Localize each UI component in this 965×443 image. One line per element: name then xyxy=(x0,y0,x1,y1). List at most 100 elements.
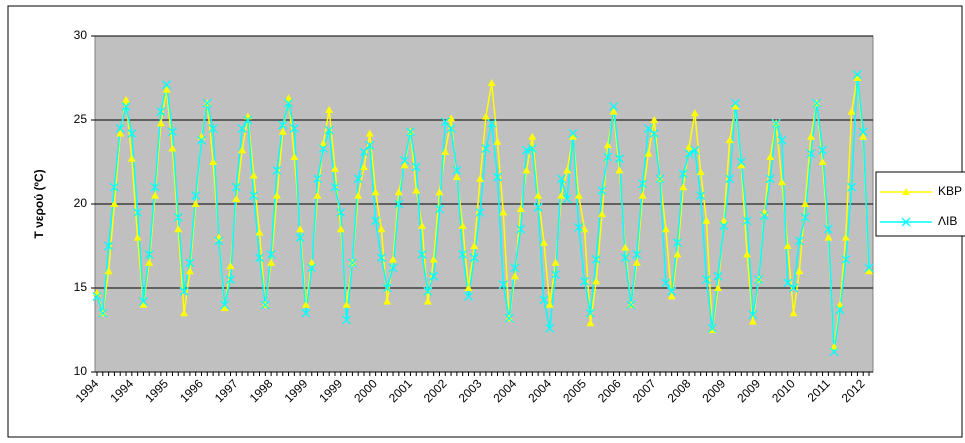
point-marker xyxy=(133,207,143,217)
point-marker xyxy=(615,166,624,174)
point-marker xyxy=(632,249,642,259)
point-marker xyxy=(766,152,775,160)
point-marker xyxy=(719,216,728,224)
point-marker xyxy=(121,102,131,112)
point-marker xyxy=(354,191,363,199)
point-marker xyxy=(586,319,595,327)
point-marker xyxy=(389,255,398,263)
point-marker xyxy=(238,146,247,154)
point-marker xyxy=(585,308,595,318)
point-marker xyxy=(557,191,566,199)
point-marker xyxy=(864,263,874,273)
point-marker xyxy=(783,242,792,249)
point-marker xyxy=(534,191,543,199)
point-marker xyxy=(353,174,363,184)
point-marker xyxy=(109,182,119,192)
point-marker xyxy=(754,275,764,285)
point-marker xyxy=(853,74,862,81)
point-marker xyxy=(696,168,705,176)
point-marker xyxy=(237,123,247,133)
point-marker xyxy=(504,313,514,323)
point-marker xyxy=(377,225,386,233)
point-marker xyxy=(493,137,502,145)
point-marker xyxy=(464,291,473,301)
point-marker xyxy=(794,236,804,246)
point-marker xyxy=(226,262,235,270)
point-marker xyxy=(760,211,769,221)
point-marker xyxy=(145,258,154,266)
point-marker xyxy=(516,205,525,213)
point-marker xyxy=(737,161,746,169)
point-marker xyxy=(388,263,398,273)
point-marker xyxy=(736,157,746,167)
point-marker xyxy=(179,286,189,296)
point-marker xyxy=(435,188,444,196)
point-marker xyxy=(649,128,659,138)
point-marker xyxy=(824,233,833,241)
point-marker xyxy=(470,242,479,249)
point-marker xyxy=(347,258,357,268)
point-marker xyxy=(522,145,531,155)
point-marker xyxy=(603,141,612,149)
point-marker xyxy=(719,221,729,231)
point-marker xyxy=(394,199,404,209)
point-marker xyxy=(330,164,339,172)
point-marker xyxy=(632,258,641,266)
point-marker xyxy=(417,249,427,259)
point-marker xyxy=(487,79,496,87)
point-marker xyxy=(319,139,328,147)
point-marker xyxy=(202,98,212,108)
point-marker xyxy=(127,154,136,162)
point-marker xyxy=(255,228,264,236)
point-marker xyxy=(231,182,241,192)
point-marker xyxy=(638,191,647,199)
point-marker xyxy=(104,241,114,251)
y-tick-label: 20 xyxy=(74,196,88,210)
point-marker xyxy=(522,166,531,174)
point-marker xyxy=(336,225,345,233)
point-marker xyxy=(475,207,485,217)
point-marker xyxy=(731,98,740,108)
point-marker xyxy=(574,223,584,232)
point-marker xyxy=(446,123,456,133)
point-marker xyxy=(714,284,723,291)
point-marker xyxy=(220,304,229,312)
point-marker xyxy=(713,271,723,281)
point-marker xyxy=(249,191,259,201)
point-marker xyxy=(464,284,473,291)
point-marker xyxy=(545,300,554,308)
y-tick-label: 25 xyxy=(74,112,88,126)
point-marker xyxy=(209,158,218,165)
point-marker xyxy=(795,267,804,275)
point-marker xyxy=(568,128,578,138)
point-marker xyxy=(243,115,253,125)
point-marker xyxy=(684,149,694,159)
point-marker xyxy=(220,300,230,310)
point-marker xyxy=(394,188,403,196)
point-marker xyxy=(191,200,200,207)
point-marker xyxy=(859,132,868,140)
legend-marker xyxy=(902,188,910,195)
point-marker xyxy=(342,300,351,308)
y-tick-label: 10 xyxy=(74,364,88,378)
point-marker xyxy=(528,132,537,140)
point-marker xyxy=(400,155,410,165)
point-marker xyxy=(342,315,352,325)
point-marker xyxy=(835,300,844,308)
point-marker xyxy=(412,186,421,194)
point-marker xyxy=(383,297,392,305)
point-marker xyxy=(365,140,375,150)
legend-label: ΛIB xyxy=(938,214,957,228)
point-marker xyxy=(702,216,711,224)
point-marker xyxy=(498,280,508,290)
point-marker xyxy=(447,114,456,122)
point-marker xyxy=(626,300,636,310)
point-marker xyxy=(806,149,816,159)
point-marker xyxy=(748,317,757,325)
point-marker xyxy=(777,178,786,186)
point-marker xyxy=(708,326,717,333)
point-marker xyxy=(168,144,177,152)
point-marker xyxy=(301,300,310,308)
point-marker xyxy=(295,233,305,243)
